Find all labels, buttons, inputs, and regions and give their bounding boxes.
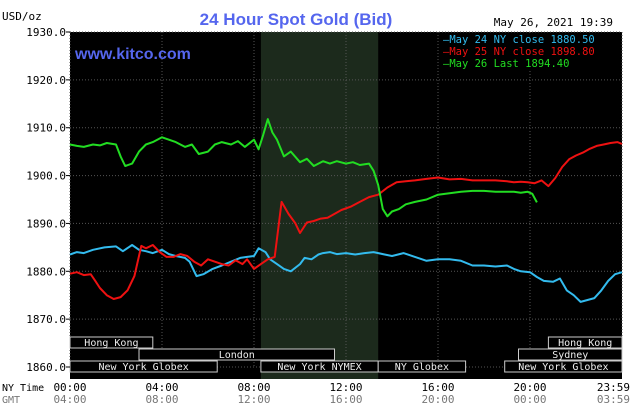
session-bar	[518, 348, 623, 361]
x-row-label: NY Time	[2, 383, 44, 394]
x-tick-label: 04:00	[145, 381, 178, 394]
x-tick-label: 16:00	[329, 393, 362, 406]
x-tick-label: 08:00	[237, 381, 270, 394]
x-tick-label: 04:00	[53, 393, 86, 406]
legend-entry: —May 25 NY close 1898.80	[443, 46, 595, 58]
unit-label: USD/oz	[2, 10, 42, 23]
session-label: Hong Kong	[558, 338, 612, 349]
y-tick-label: 1900.0	[26, 170, 66, 183]
legend-entry: —May 24 NY close 1880.50	[443, 34, 595, 46]
y-tick-label: 1870.0	[26, 313, 66, 326]
session-bar	[138, 348, 335, 361]
y-tick-label: 1910.0	[26, 122, 66, 135]
y-tick-label: 1930.0	[26, 26, 66, 39]
session-label: NY Globex	[395, 362, 449, 373]
timestamp: May 26, 2021 19:39	[494, 16, 613, 29]
x-tick-label: 12:00	[237, 393, 270, 406]
series-line	[69, 244, 623, 303]
session-label: London	[219, 350, 255, 361]
session-bar	[547, 336, 623, 349]
legend: —May 24 NY close 1880.50—May 25 NY close…	[440, 33, 621, 71]
x-tick-label: 16:00	[421, 381, 454, 394]
x-tick-label: 23:59	[597, 381, 630, 394]
session-label: New York Globex	[518, 362, 608, 373]
x-tick-label: 03:59	[597, 393, 630, 406]
session-bar	[504, 360, 623, 373]
legend-entry: —May 26 Last 1894.40	[443, 58, 569, 70]
x-tick-label: 20:00	[513, 381, 546, 394]
y-tick-label: 1920.0	[26, 74, 66, 87]
x-tick-label: 08:00	[145, 393, 178, 406]
x-tick-label: 00:00	[513, 393, 546, 406]
x-tick-label: 00:00	[53, 381, 86, 394]
kitco-watermark: www.kitco.com	[74, 46, 191, 63]
series-line	[69, 118, 538, 218]
legend-box	[440, 33, 621, 71]
y-tick-label: 1860.0	[26, 361, 66, 374]
session-label: New York Globex	[98, 362, 188, 373]
series-line	[69, 141, 623, 300]
chart-title: 24 Hour Spot Gold (Bid)	[200, 10, 393, 29]
session-label: New York NYMEX	[277, 362, 361, 373]
session-bar	[377, 360, 467, 373]
x-tick-label: 12:00	[329, 381, 362, 394]
session-label: Sydney	[552, 350, 588, 361]
session-bar	[69, 336, 154, 349]
x-row-label: GMT	[2, 395, 20, 406]
nymex-shade	[260, 32, 379, 379]
session-label: Hong Kong	[84, 338, 138, 349]
y-tick-label: 1890.0	[26, 217, 66, 230]
y-tick-label: 1880.0	[26, 265, 66, 278]
x-tick-label: 20:00	[421, 393, 454, 406]
